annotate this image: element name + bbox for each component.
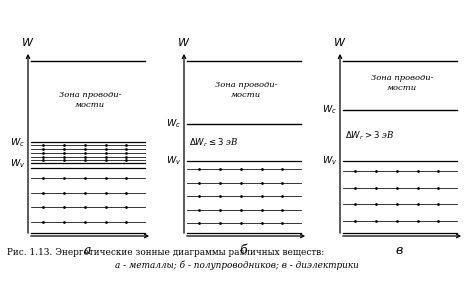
Text: в: в <box>395 244 402 257</box>
Text: $W$: $W$ <box>21 36 35 48</box>
Text: $W_v$: $W_v$ <box>165 154 181 167</box>
Text: $W_c$: $W_c$ <box>322 104 337 116</box>
Text: $\Delta W_г > 3$ эВ: $\Delta W_г > 3$ эВ <box>345 129 394 142</box>
Text: а - металлы; б - полупроводников; в - диэлектрики: а - металлы; б - полупроводников; в - ди… <box>115 260 359 269</box>
Text: $W$: $W$ <box>177 36 191 48</box>
Text: $W_c$: $W_c$ <box>166 118 181 130</box>
Text: $\Delta W_г \leq 3$ эВ: $\Delta W_г \leq 3$ эВ <box>189 136 238 149</box>
Text: Зона проводи-
мости: Зона проводи- мости <box>215 81 277 99</box>
Text: Зона проводи-
мости: Зона проводи- мости <box>59 92 121 109</box>
Text: $W_v$: $W_v$ <box>9 157 25 170</box>
Text: $W$: $W$ <box>333 36 346 48</box>
Text: а: а <box>83 244 91 257</box>
Text: Зона проводи-
мости: Зона проводи- мости <box>371 74 433 92</box>
Text: $W_c$: $W_c$ <box>10 136 25 149</box>
Text: $W_v$: $W_v$ <box>321 154 337 167</box>
Text: б: б <box>239 244 247 257</box>
Text: Рис. 1.13. Энергетические зонные диаграммы различных веществ:: Рис. 1.13. Энергетические зонные диаграм… <box>7 248 324 257</box>
